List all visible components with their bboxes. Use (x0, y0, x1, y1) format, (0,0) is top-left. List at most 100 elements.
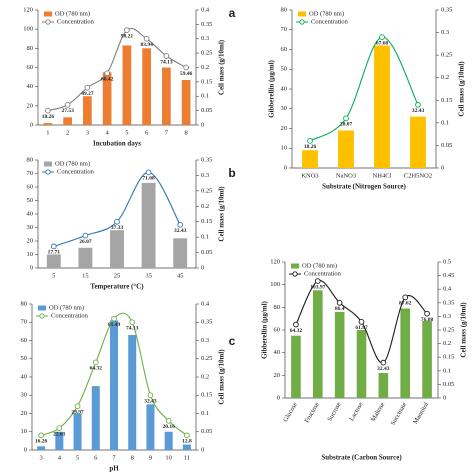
y-tick-label: 20 (27, 237, 34, 244)
y-tick-label: 100 (270, 281, 280, 288)
point-label: 29.97 (71, 409, 84, 415)
x-tick-label: Mannitol (412, 401, 430, 425)
bar (146, 404, 155, 450)
point-label: 81.49 (108, 322, 121, 328)
y-tick-label: 40 (21, 373, 28, 380)
y-tick-label: 50 (27, 197, 34, 204)
y2-tick-label: 0 (201, 446, 204, 453)
y-tick-label: 70 (281, 26, 288, 33)
x-tick-label: Maltose (370, 401, 387, 423)
bar (83, 96, 92, 125)
marker (104, 70, 110, 77)
point-label: 59.46 (180, 71, 193, 77)
bar (122, 45, 132, 126)
y-tick-label: 20 (274, 372, 281, 379)
marker (147, 392, 154, 399)
y2-tick-label: 0.45 (443, 272, 454, 279)
point-label: 74.13 (126, 326, 139, 332)
point-label: 32.43 (144, 399, 157, 405)
marker (114, 218, 120, 225)
bar (291, 335, 301, 398)
y2-tick-label: 0.15 (201, 392, 212, 399)
y2-tick-label: 0.1 (201, 234, 209, 241)
y-tick-label: 40 (27, 210, 34, 217)
y-tick-label: 60 (27, 64, 34, 71)
y2-tick-label: 0.35 (201, 21, 212, 28)
y-tick-label: 60 (274, 326, 281, 333)
marker (56, 425, 63, 431)
point-label: 16.26 (35, 439, 48, 445)
y2-tick-label: 0.35 (201, 319, 212, 326)
y2-tick-label: 0.3 (443, 313, 451, 320)
y-tick-label: 20 (281, 125, 288, 132)
point-label: 83.94 (140, 42, 153, 48)
bar (173, 238, 188, 268)
y2-tick-label: 0.2 (441, 74, 449, 81)
legend-label: OD (780 nm) (55, 10, 90, 17)
bar (55, 431, 64, 450)
y2-tick-label: 0.1 (443, 367, 451, 374)
legend-label: Concentration (311, 18, 349, 25)
x-tick-label: 7 (165, 129, 169, 136)
x-tick-label: 25 (114, 272, 121, 279)
marker (129, 319, 136, 326)
y2-tick-label: 0.15 (443, 354, 454, 361)
y-tick-label: 80 (27, 156, 34, 163)
y-tick-label: 40 (281, 85, 288, 92)
y2-axis-title: Cell mass (g/10ml) (460, 302, 468, 358)
x-tick-label: 5 (76, 454, 79, 461)
y2-tick-label: 0.1 (201, 410, 209, 417)
x-tick-label: 5 (52, 272, 55, 279)
x-tick-label: 3 (39, 454, 42, 461)
bar (312, 290, 323, 398)
y2-tick-label: 0.25 (201, 355, 212, 362)
bar (73, 413, 82, 450)
x-tick-label: 6 (145, 129, 149, 136)
marker (92, 359, 99, 366)
bar (63, 117, 72, 125)
marker (74, 403, 81, 410)
bar (109, 320, 119, 450)
bar (356, 330, 367, 398)
marker (336, 299, 343, 306)
bar (142, 48, 151, 126)
y2-tick-label: 0.2 (201, 373, 209, 380)
legend-marker (299, 19, 305, 25)
marker (82, 232, 89, 239)
y-tick-label: 50 (281, 66, 288, 73)
y2-tick-label: 0.35 (441, 6, 452, 13)
x-tick-label: KNO3 (301, 172, 318, 179)
y-tick-label: 0 (30, 121, 33, 128)
y2-tick-label: 0.4 (443, 286, 452, 293)
y2-tick-label: 0.25 (201, 50, 212, 57)
marker (145, 169, 152, 176)
point-label: 49.27 (81, 91, 94, 97)
y2-tick-label: 0.35 (443, 299, 454, 306)
x-tick-label: 5 (125, 129, 128, 136)
y2-tick-label: 0.05 (201, 428, 212, 435)
x-axis-title: Substrate (Nitrogen Source) (322, 183, 406, 191)
marker (380, 359, 387, 366)
y-axis-title: Gibberellin (µg/ml) (261, 300, 269, 358)
y2-tick-label: 0.15 (201, 78, 212, 85)
legend-label: OD (780 nm) (302, 262, 337, 269)
y2-axis-title: Cell mass (g/10ml) (218, 186, 226, 242)
point-label: 26.07 (79, 239, 92, 245)
x-axis-title: pH (109, 465, 119, 473)
x-tick-label: Fructose (304, 401, 321, 424)
marker (314, 278, 321, 284)
point-label: 32.43 (377, 366, 390, 372)
bar (110, 230, 124, 268)
x-tick-label: C2H5NO2 (404, 172, 432, 179)
y-tick-label: 80 (27, 45, 34, 52)
marker (84, 84, 91, 91)
bar (102, 72, 112, 125)
y2-tick-label: 0.15 (441, 97, 452, 104)
legend-label: Concentration (51, 312, 89, 319)
y-tick-label: 0 (30, 264, 33, 271)
point-label: 76.08 (421, 317, 434, 323)
legend-label: Concentration (304, 270, 342, 277)
y-tick-label: 70 (21, 319, 28, 326)
marker (358, 318, 365, 325)
y-tick-label: 40 (27, 83, 34, 90)
